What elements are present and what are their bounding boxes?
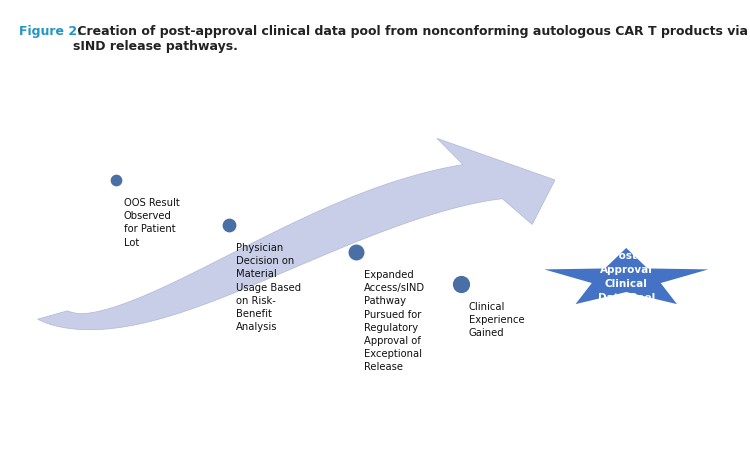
- Text: Physician
Decision on
Material
Usage Based
on Risk-
Benefit
Analysis: Physician Decision on Material Usage Bas…: [236, 243, 302, 332]
- Text: OOS Result
Observed
for Patient
Lot: OOS Result Observed for Patient Lot: [124, 198, 179, 248]
- Text: Expanded
Access/sIND
Pathway
Pursued for
Regulatory
Approval of
Exceptional
Rele: Expanded Access/sIND Pathway Pursued for…: [364, 270, 424, 373]
- Point: [455, 280, 467, 287]
- Text: Creation of post-approval clinical data pool from nonconforming autologous CAR T: Creation of post-approval clinical data …: [73, 25, 750, 53]
- Polygon shape: [544, 248, 708, 304]
- Text: Clinical
Experience
Gained: Clinical Experience Gained: [469, 302, 524, 338]
- Point: [223, 221, 235, 229]
- Point: [350, 248, 362, 256]
- Polygon shape: [38, 138, 555, 330]
- Point: [110, 176, 122, 184]
- Text: Figure 2:: Figure 2:: [19, 25, 82, 38]
- Text: Post-
Approval
Clinical
Data Pool: Post- Approval Clinical Data Pool: [598, 251, 655, 303]
